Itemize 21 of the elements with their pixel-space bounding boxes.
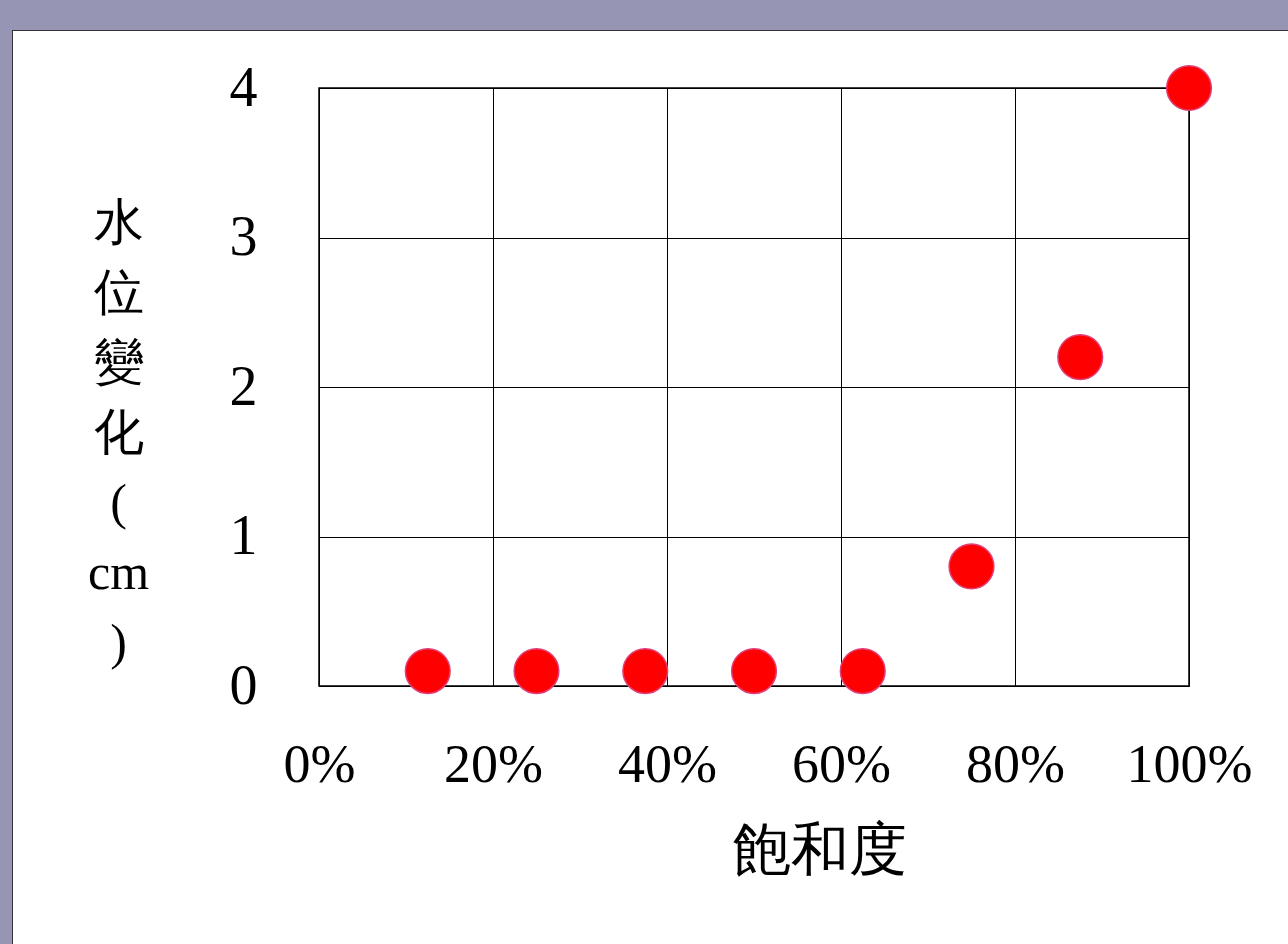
point bbox=[404, 647, 451, 695]
point bbox=[948, 543, 995, 590]
point bbox=[1165, 64, 1213, 112]
y-tick-label: 2 bbox=[229, 354, 258, 417]
point bbox=[730, 647, 778, 695]
point bbox=[1057, 334, 1104, 381]
x-tick-label: 20% bbox=[444, 733, 543, 794]
x-tick-label: 100% bbox=[1126, 733, 1253, 794]
y-tick-label: 3 bbox=[229, 205, 258, 267]
y-axis-title: 水位變化(cm) bbox=[87, 193, 150, 670]
x-tick-label: 60% bbox=[792, 733, 891, 794]
x-tick-label: 0% bbox=[283, 733, 356, 794]
x-tick-label: 40% bbox=[618, 733, 717, 794]
y-tick-label: 1 bbox=[229, 504, 258, 566]
y-tick-label: 4 bbox=[229, 55, 258, 118]
point bbox=[622, 647, 669, 695]
point bbox=[513, 647, 560, 695]
x-axis-title: 飽和度 bbox=[732, 816, 907, 882]
point bbox=[839, 647, 886, 695]
y-tick-label: 0 bbox=[229, 653, 258, 716]
x-tick-label: 80% bbox=[966, 733, 1065, 794]
